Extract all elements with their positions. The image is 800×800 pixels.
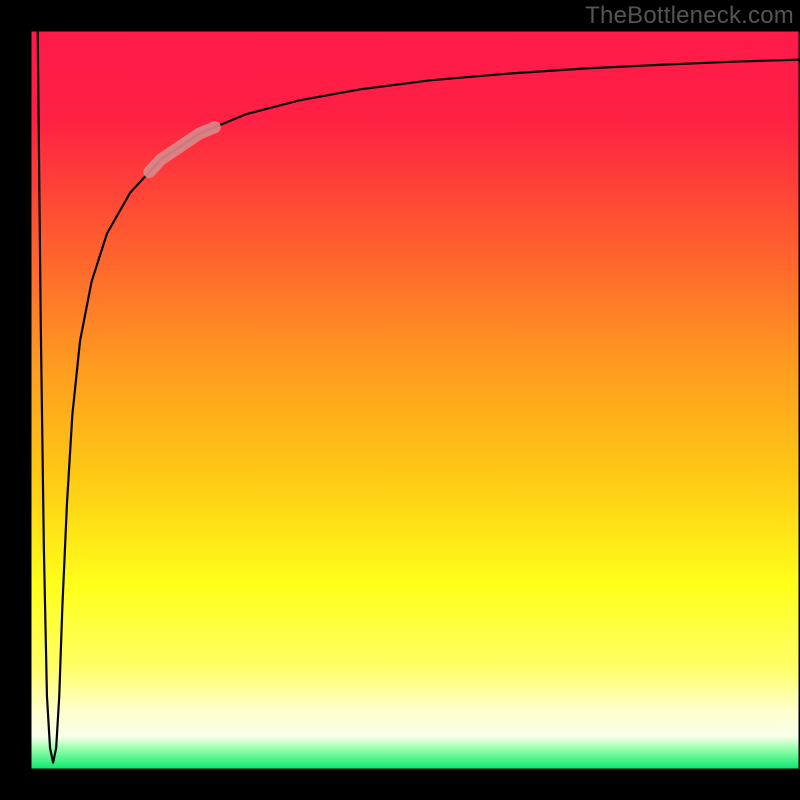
chart-frame: TheBottleneck.com — [0, 0, 800, 800]
bottleneck-chart — [0, 0, 800, 800]
plot-background — [30, 30, 800, 770]
watermark-text: TheBottleneck.com — [585, 2, 794, 30]
